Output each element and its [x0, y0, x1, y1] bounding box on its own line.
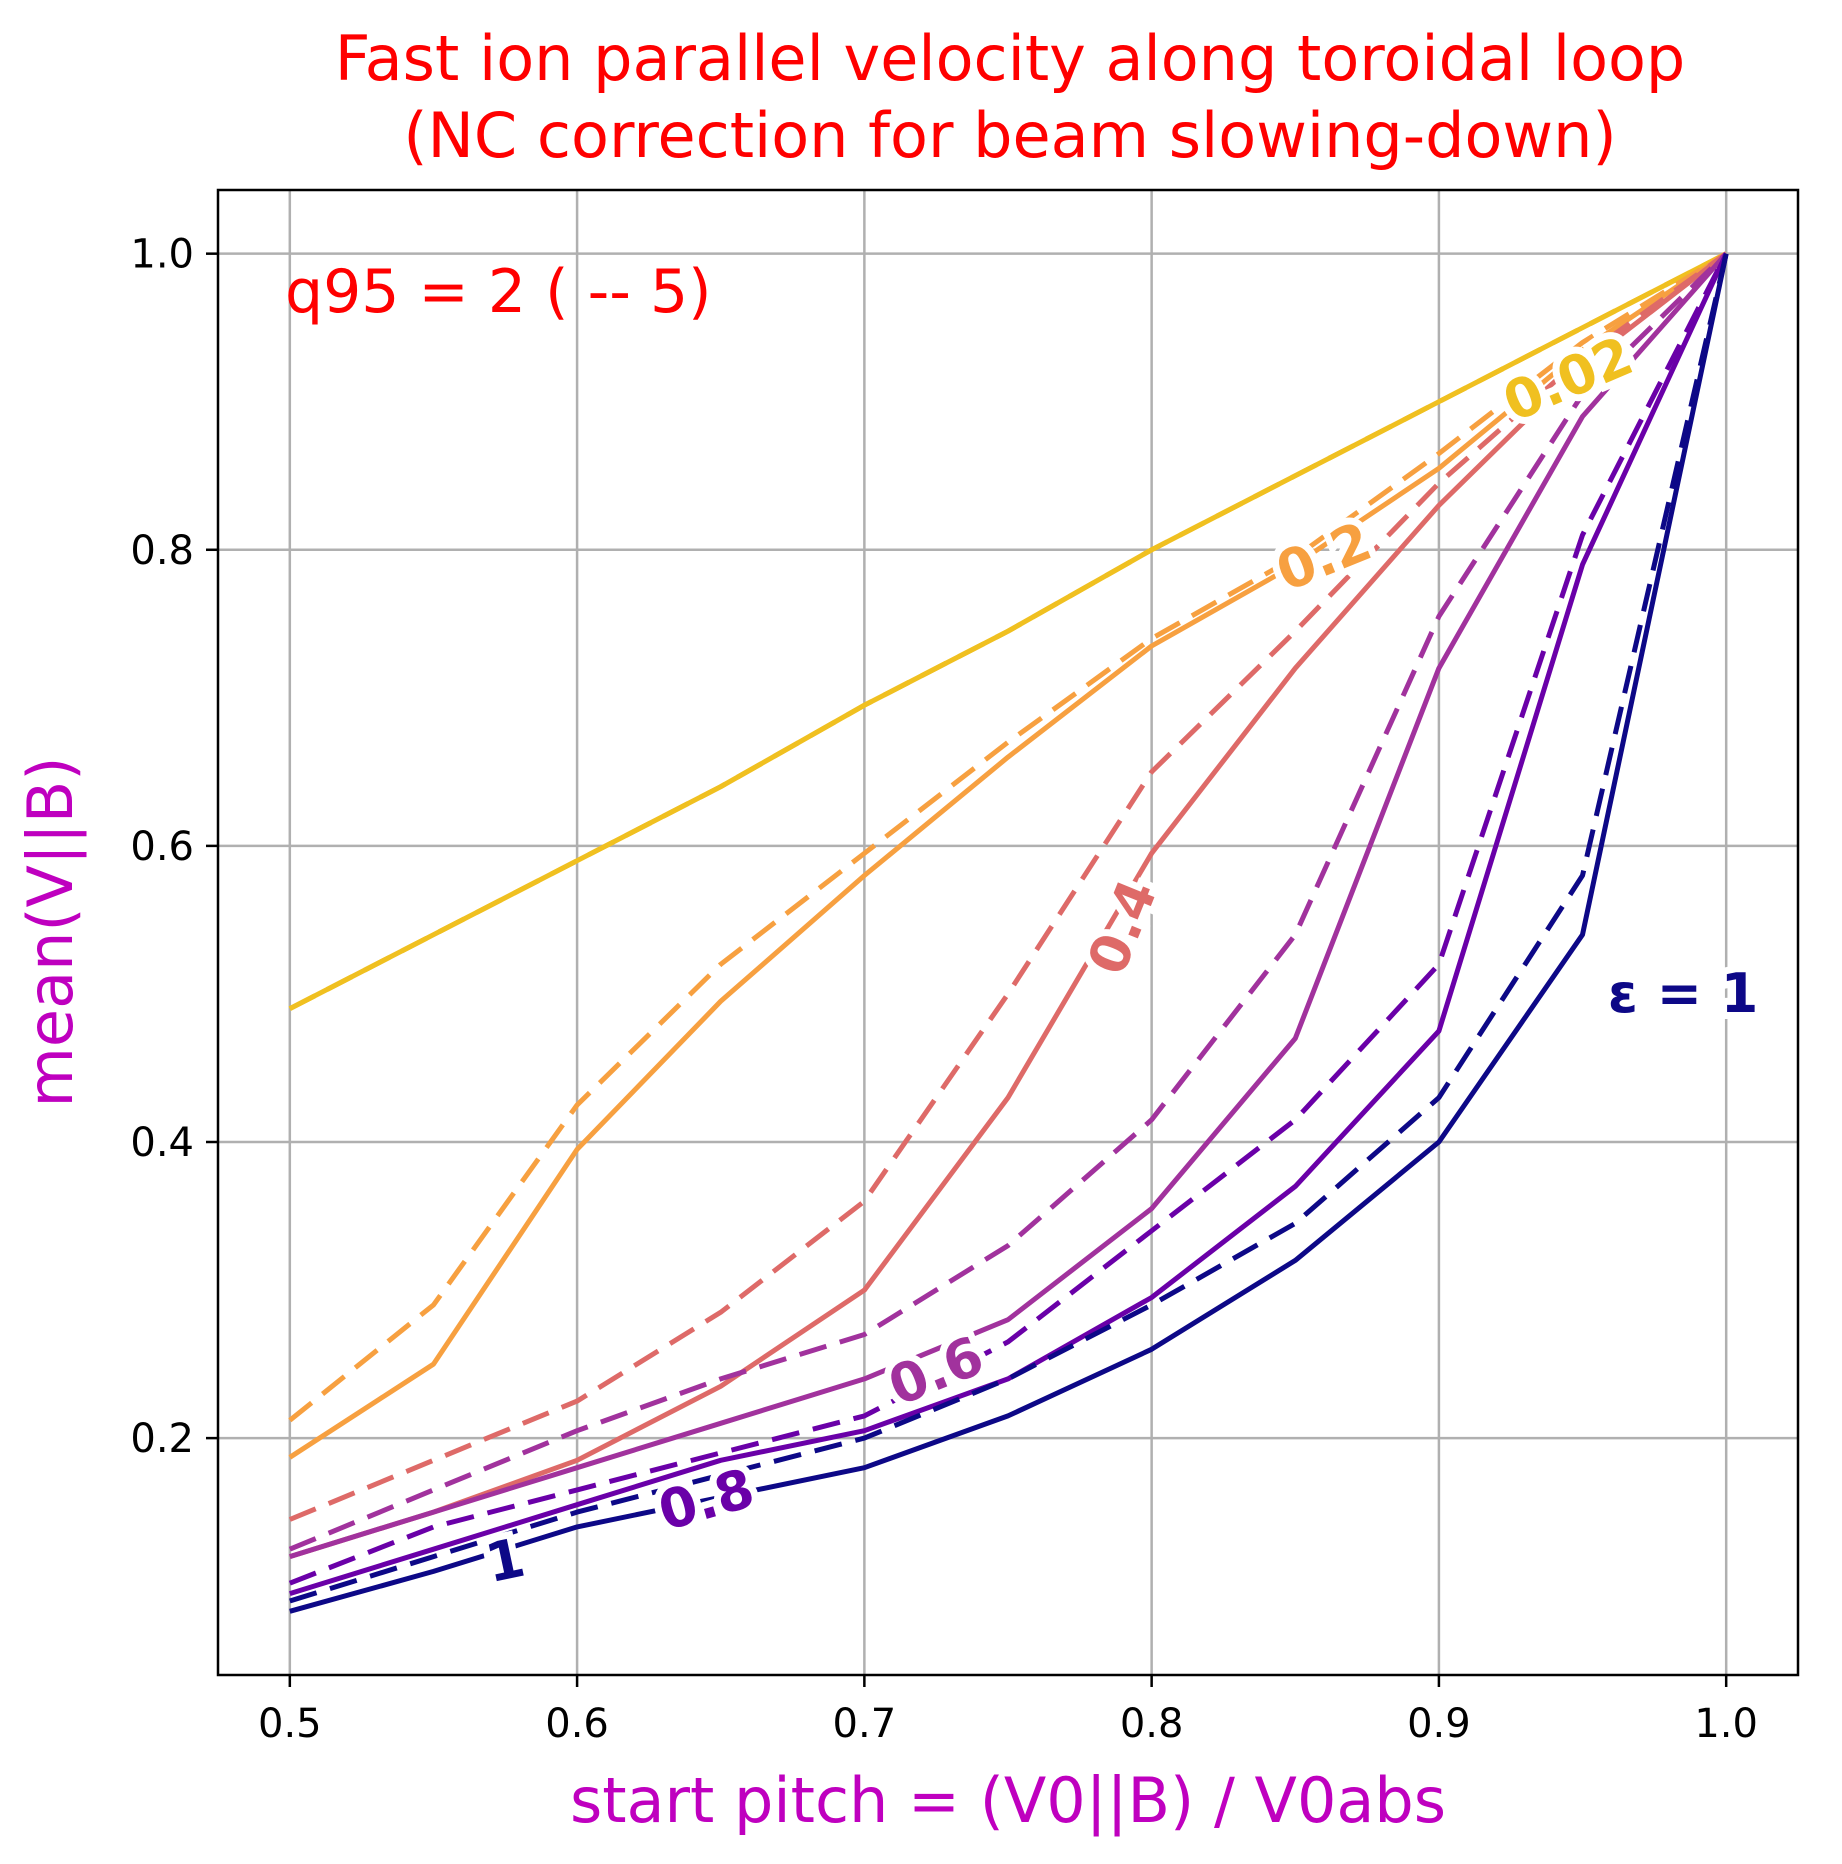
y-tick-label: 0.2: [130, 1416, 194, 1462]
y-axis-label: mean(V||B): [14, 757, 88, 1108]
curve-label: 0.6: [880, 1324, 992, 1418]
curve-label: 1: [480, 1526, 530, 1595]
curve-label: 0.02: [1494, 324, 1641, 434]
series-line-0-2-dashed: [288, 251, 1728, 1423]
q95-annotation: q95 = 2 ( -- 5): [285, 257, 712, 327]
x-tick-label: 0.8: [1120, 1701, 1184, 1747]
curve-label: ε = 1: [1608, 962, 1758, 1025]
curve-label-group: 0.8: [645, 1449, 768, 1550]
chart-title-line1: Fast ion parallel velocity along toroida…: [335, 22, 1686, 95]
y-tick-label: 1.0: [130, 232, 194, 278]
x-tick-label: 0.9: [1407, 1701, 1471, 1747]
x-tick-label: 1.0: [1694, 1701, 1758, 1747]
curve-label-group: 1: [473, 1519, 537, 1602]
x-tick-label: 0.6: [545, 1701, 609, 1747]
curve-label-group: 0.6: [873, 1317, 999, 1425]
series-line-0-8-dashed: [288, 252, 1729, 1586]
series-line-0-6-solid: [289, 252, 1729, 1559]
y-tick-label: 0.8: [130, 528, 194, 574]
series-line-1-dashed: [289, 253, 1729, 1604]
axis-ticks: 0.5 0.6 0.7 0.8 0.9 1.0 0.2 0.4 0.6 0.8 1.0: [130, 232, 1758, 1747]
series-line-0-4-solid: [289, 251, 1728, 1559]
curve-label: 0.4: [1075, 871, 1169, 983]
series-line-0-4-dashed: [288, 251, 1728, 1522]
grid: [218, 190, 1798, 1675]
series-lines: [288, 251, 1729, 1614]
series-line-0-6-dashed: [288, 251, 1728, 1552]
curve-label: 0.8: [652, 1456, 761, 1543]
x-tick-label: 0.7: [833, 1701, 897, 1747]
x-axis-label: start pitch = (V0||B) / V0abs: [570, 1764, 1446, 1838]
curve-label-group: ε = 1: [1601, 955, 1765, 1032]
series-line-0-02-dashed: [288, 251, 1728, 1011]
series-line-0-8-solid: [289, 252, 1729, 1596]
series-line-0-2-solid: [288, 251, 1728, 1460]
y-tick-label: 0.4: [130, 1120, 194, 1166]
curve-label-group: 0.4: [1068, 864, 1176, 990]
x-tick-label: 0.5: [258, 1701, 322, 1747]
chart-title-line2: (NC correction for beam slowing-down): [403, 99, 1616, 172]
curve-label-group: 0.02: [1487, 317, 1648, 441]
plot-frame: [216, 188, 1800, 1677]
series-line-1-solid: [289, 253, 1729, 1614]
y-tick-label: 0.6: [130, 824, 194, 870]
